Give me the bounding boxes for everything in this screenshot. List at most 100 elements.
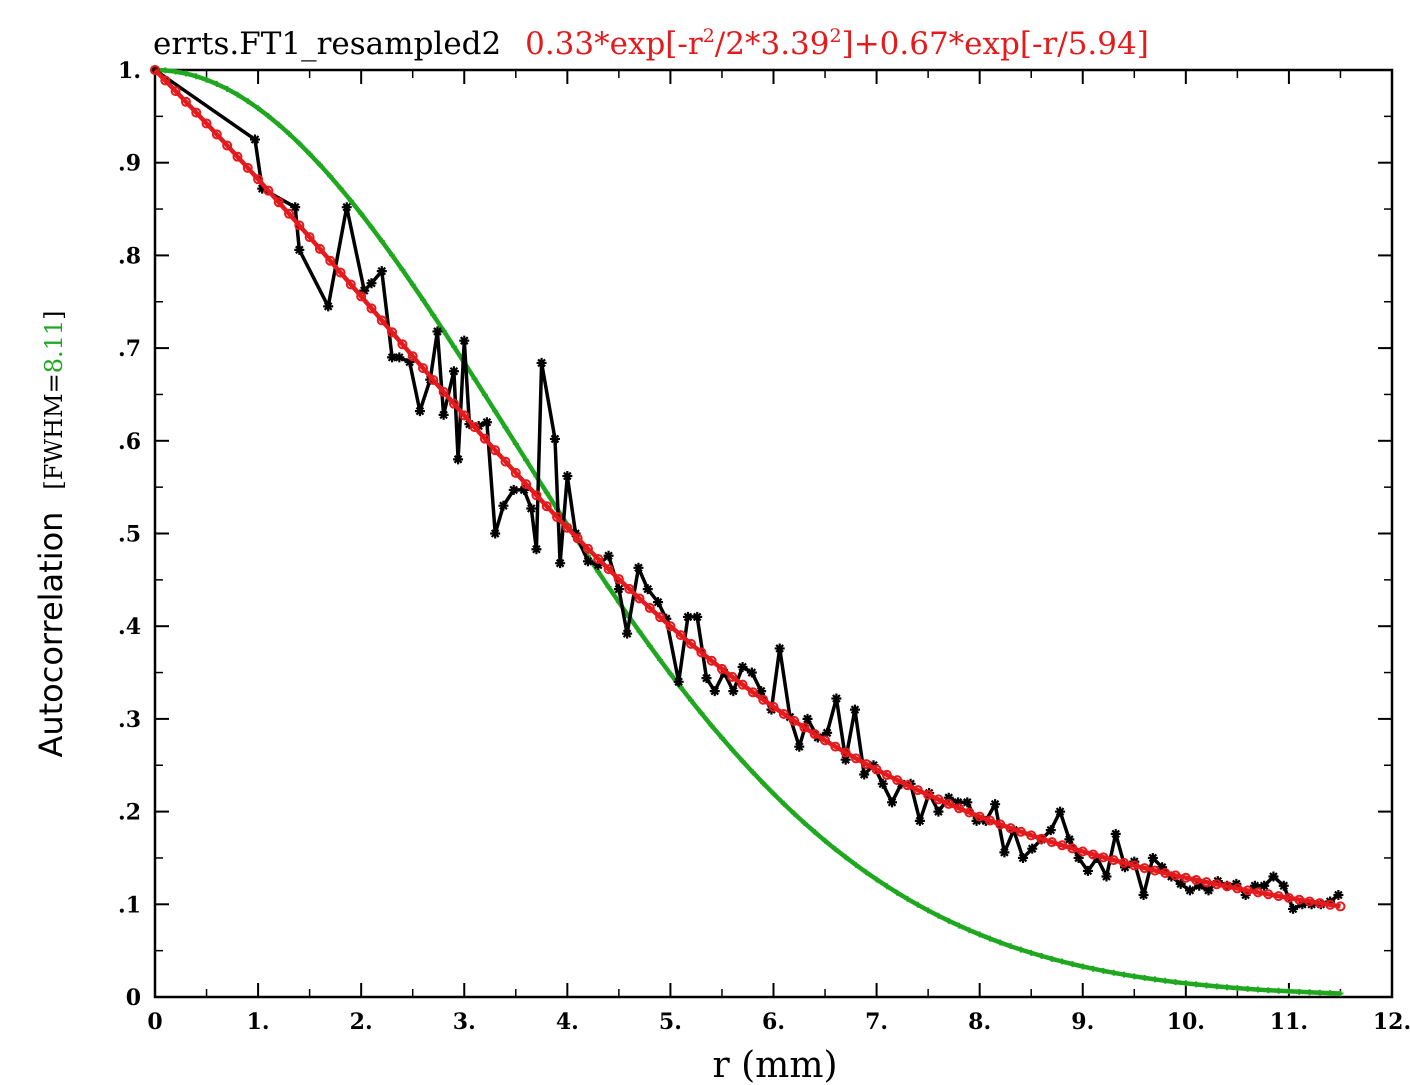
data-point bbox=[849, 704, 860, 715]
data-point bbox=[1182, 980, 1189, 987]
data-point bbox=[368, 224, 375, 231]
data-point bbox=[1108, 855, 1119, 866]
data-point bbox=[162, 67, 169, 74]
data-point bbox=[498, 500, 509, 511]
data-point bbox=[1057, 840, 1068, 851]
data-point bbox=[1333, 890, 1344, 901]
data-point bbox=[1079, 963, 1086, 970]
data-point bbox=[873, 876, 880, 883]
data-point bbox=[954, 803, 965, 814]
data-point bbox=[323, 301, 334, 312]
series-0 bbox=[150, 65, 1344, 914]
data-point bbox=[552, 512, 563, 523]
data-point bbox=[976, 931, 983, 938]
data-point bbox=[665, 621, 676, 632]
data-point bbox=[758, 694, 769, 705]
data-point bbox=[1175, 878, 1186, 889]
data-point bbox=[1194, 880, 1205, 891]
data-point bbox=[549, 433, 560, 444]
data-point bbox=[203, 76, 210, 83]
data-point bbox=[1191, 874, 1202, 885]
data-point bbox=[962, 797, 973, 808]
data-point bbox=[1027, 843, 1038, 854]
data-point bbox=[1242, 885, 1253, 896]
data-point bbox=[1335, 901, 1346, 912]
data-point bbox=[1224, 984, 1231, 991]
data-point bbox=[802, 713, 813, 724]
data-point bbox=[822, 837, 829, 844]
data-point bbox=[257, 183, 268, 194]
data-point bbox=[1138, 890, 1149, 901]
data-point bbox=[605, 584, 612, 591]
data-point bbox=[341, 202, 352, 213]
data-point bbox=[675, 630, 686, 641]
data-point bbox=[526, 503, 537, 514]
data-point bbox=[304, 232, 315, 243]
data-point bbox=[709, 686, 720, 697]
data-point bbox=[1046, 837, 1057, 848]
data-point bbox=[1213, 983, 1220, 990]
x-tick-label: 5. bbox=[659, 1009, 682, 1035]
data-point bbox=[633, 562, 644, 573]
data-point bbox=[471, 375, 478, 382]
data-point bbox=[1203, 885, 1214, 896]
data-point bbox=[337, 185, 344, 192]
data-point bbox=[1263, 889, 1274, 900]
data-point bbox=[696, 647, 707, 658]
data-point bbox=[453, 454, 464, 465]
y-tick-label: .1 bbox=[118, 892, 141, 918]
data-point bbox=[314, 243, 325, 254]
data-point bbox=[1017, 852, 1028, 863]
data-point bbox=[180, 96, 191, 107]
data-point bbox=[859, 769, 870, 780]
data-point bbox=[1193, 981, 1200, 988]
x-tick-label: 10. bbox=[1167, 1009, 1205, 1035]
data-point bbox=[964, 807, 975, 818]
data-point bbox=[555, 558, 566, 569]
data-point bbox=[1234, 985, 1241, 992]
data-point bbox=[1157, 862, 1168, 873]
data-point bbox=[1285, 988, 1292, 995]
data-point bbox=[376, 266, 387, 277]
data-point bbox=[1325, 899, 1336, 910]
data-point bbox=[984, 815, 995, 826]
x-tick-label: 1. bbox=[247, 1009, 270, 1035]
data-point bbox=[387, 327, 398, 338]
data-point bbox=[562, 522, 573, 533]
data-point bbox=[389, 252, 396, 259]
data-point bbox=[667, 670, 674, 677]
data-point bbox=[1100, 967, 1107, 974]
data-point bbox=[172, 68, 179, 75]
data-point bbox=[407, 351, 418, 362]
data-point bbox=[1268, 871, 1279, 882]
data-point bbox=[749, 769, 756, 776]
data-point bbox=[914, 901, 921, 908]
data-point bbox=[789, 715, 800, 726]
chart-title: errts.FT1_resampled2 0.33*exp[-r2/2*3.39… bbox=[153, 25, 1149, 62]
data-point bbox=[490, 528, 501, 539]
data-point bbox=[448, 398, 459, 409]
data-point bbox=[603, 564, 614, 575]
data-point bbox=[657, 657, 664, 664]
data-point bbox=[1211, 879, 1222, 890]
data-point bbox=[306, 150, 313, 157]
data-point bbox=[716, 663, 727, 674]
data-point bbox=[701, 673, 712, 684]
data-point bbox=[502, 424, 509, 431]
data-point bbox=[582, 556, 593, 567]
data-point bbox=[1254, 986, 1261, 993]
data-point bbox=[459, 335, 470, 346]
data-point bbox=[1296, 988, 1303, 995]
data-point bbox=[1073, 852, 1084, 863]
y-axis-label-main: Autocorrelation bbox=[32, 512, 70, 758]
data-point bbox=[990, 799, 1001, 810]
data-point bbox=[253, 174, 264, 185]
data-point bbox=[387, 352, 398, 363]
data-point bbox=[290, 202, 301, 213]
data-point bbox=[801, 819, 808, 826]
y-tick-label: 1. bbox=[118, 58, 141, 84]
data-point bbox=[1273, 891, 1284, 902]
data-point bbox=[686, 638, 697, 649]
data-point bbox=[234, 91, 241, 98]
data-point bbox=[986, 935, 993, 942]
